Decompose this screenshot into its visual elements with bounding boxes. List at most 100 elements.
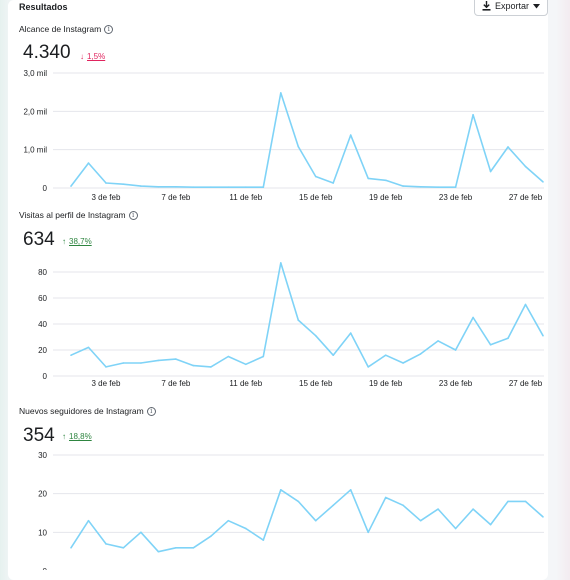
y-tick-label: 3,0 mil — [23, 69, 47, 78]
data-point — [87, 162, 90, 164]
arrow-up-icon: ↑ — [62, 432, 66, 441]
profile-visits-delta-value[interactable]: 38,7% — [69, 237, 92, 246]
data-point — [507, 146, 509, 148]
new-followers-delta-value[interactable]: 18,8% — [69, 432, 92, 441]
data-point — [489, 523, 492, 526]
profile-visits-section-title: Visitas al perfil de Instagram i — [19, 210, 138, 220]
data-point — [507, 337, 509, 340]
data-point — [175, 547, 177, 549]
info-icon[interactable]: i — [146, 406, 156, 416]
data-point — [349, 332, 352, 334]
x-tick-label: 3 de feb — [92, 193, 121, 202]
data-point — [192, 364, 195, 367]
x-tick-label: 23 de feb — [439, 193, 473, 202]
data-point — [105, 366, 107, 368]
data-point — [349, 134, 352, 136]
data-point — [332, 354, 335, 357]
data-point — [210, 366, 212, 368]
data-point — [140, 531, 142, 534]
data-point — [367, 531, 369, 534]
data-point — [227, 519, 230, 522]
data-point — [122, 547, 125, 549]
x-tick-label: 27 de feb — [509, 379, 543, 388]
data-point — [384, 179, 387, 182]
y-tick-label: 10 — [38, 528, 47, 537]
data-point — [524, 500, 527, 503]
data-point — [210, 535, 212, 537]
data-point — [297, 145, 300, 148]
data-point — [419, 186, 422, 188]
data-point — [332, 182, 335, 184]
data-point — [140, 362, 142, 364]
data-point — [70, 547, 72, 549]
data-point — [472, 113, 474, 116]
y-tick-label: 80 — [38, 268, 47, 277]
data-point — [384, 496, 387, 499]
y-tick-label: 0 — [43, 184, 48, 193]
data-point — [542, 516, 544, 518]
data-point — [122, 362, 125, 364]
data-point — [279, 262, 282, 264]
data-point — [192, 186, 195, 189]
series-line — [70, 92, 544, 188]
data-point — [262, 539, 265, 541]
x-tick-label: 7 de feb — [161, 193, 190, 202]
data-point — [192, 547, 195, 549]
x-tick-label: 19 de feb — [369, 193, 403, 202]
y-tick-label: 0 — [43, 567, 48, 570]
y-tick-label: 30 — [38, 451, 47, 460]
y-tick-label: 0 — [43, 372, 48, 381]
data-point — [279, 92, 282, 94]
x-tick-label: 23 de feb — [439, 379, 473, 388]
x-tick-label: 15 de feb — [299, 193, 333, 202]
data-point — [419, 519, 422, 522]
x-tick-label: 7 de feb — [161, 379, 190, 388]
data-point — [297, 500, 300, 503]
results-heading: Resultados — [19, 2, 68, 12]
info-icon[interactable]: i — [104, 24, 114, 34]
data-point — [105, 182, 107, 184]
data-point — [437, 340, 439, 342]
data-point — [524, 165, 527, 168]
data-point — [402, 362, 404, 364]
data-point — [314, 519, 317, 522]
download-icon — [482, 1, 491, 11]
data-point — [245, 363, 247, 366]
y-tick-label: 60 — [38, 294, 47, 303]
data-point — [542, 334, 544, 337]
data-point — [472, 508, 474, 510]
data-point — [454, 527, 457, 530]
series-line — [70, 262, 544, 368]
arrow-up-icon: ↑ — [62, 237, 66, 246]
data-point — [507, 500, 509, 503]
data-point — [384, 354, 387, 357]
reach-delta-value[interactable]: 1,5% — [87, 52, 106, 61]
reach-delta: ↓ 1,5% — [80, 52, 105, 61]
data-point — [314, 175, 317, 178]
data-point — [122, 183, 125, 185]
data-point — [262, 355, 265, 358]
x-tick-label: 3 de feb — [92, 379, 121, 388]
data-point — [262, 186, 265, 189]
data-point — [489, 170, 492, 173]
data-point — [419, 353, 422, 355]
data-point — [175, 186, 177, 188]
new-followers-total: 354 — [23, 425, 55, 446]
data-point — [402, 185, 404, 187]
data-point — [367, 366, 369, 368]
data-point — [210, 186, 212, 189]
series-line — [70, 489, 544, 553]
data-point — [332, 504, 335, 507]
data-point — [314, 334, 317, 337]
info-icon[interactable]: i — [128, 210, 138, 220]
profile-visits-total: 634 — [23, 229, 55, 250]
new-followers-section-title: Nuevos seguidores de Instagram i — [19, 406, 156, 416]
data-point — [489, 344, 492, 346]
data-point — [245, 527, 247, 530]
y-tick-label: 20 — [38, 346, 47, 355]
data-point — [245, 186, 247, 189]
data-point — [279, 489, 282, 491]
export-button[interactable]: Exportar — [474, 0, 548, 16]
data-point — [472, 316, 474, 319]
x-tick-label: 11 de feb — [229, 193, 262, 202]
